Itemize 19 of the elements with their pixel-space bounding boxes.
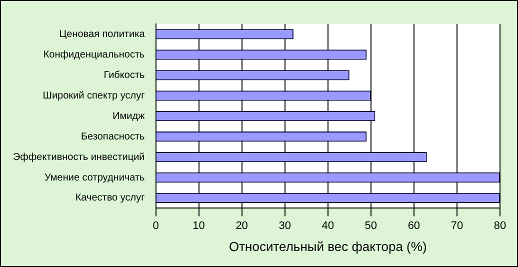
y-tick-label: Имидж [112,110,146,122]
x-axis-title: Относительный вес фактора (%) [228,238,427,254]
x-tick-label: 10 [192,220,205,232]
x-tick-label: 70 [450,220,464,232]
x-tick-label: 20 [236,220,248,232]
x-tick-label: 80 [494,220,506,232]
y-tick-label: Безопасность [80,131,145,142]
x-tick-label: 30 [278,220,291,232]
y-tick-label: Широкий спектр услуг [42,90,146,102]
y-tick-label: Конфиденциальность [43,49,145,60]
x-tick-label: 0 [152,220,159,232]
y-tick-label: Качество услуг [75,192,146,204]
y-tick-label: Умение сотрудничать [44,172,145,184]
x-tick-label: 50 [364,220,378,232]
y-tick-label: Гибкость [104,70,145,81]
x-tick-label: 40 [322,220,334,232]
y-tick-label: Ценовая политика [59,28,146,40]
y-tick-label: Эффективность инвестиций [12,152,145,163]
x-tick-label: 60 [408,220,420,232]
